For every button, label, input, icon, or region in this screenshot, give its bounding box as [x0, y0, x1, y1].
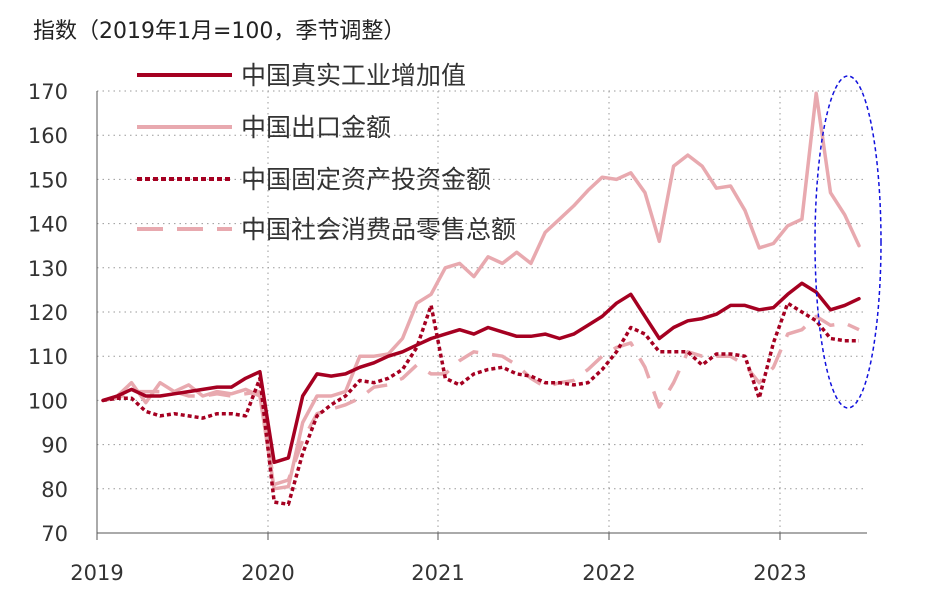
- legend-label: 中国真实工业增加值: [241, 61, 466, 90]
- y-tick-label: 90: [41, 434, 68, 458]
- y-tick-label: 70: [41, 522, 68, 546]
- series-line-2: [101, 91, 861, 491]
- x-tick-label: 2019: [70, 561, 123, 585]
- x-tick-label: 2022: [582, 561, 635, 585]
- legend-label: 中国社会消费品零售总额: [241, 215, 516, 244]
- x-tick-label: 2023: [753, 561, 806, 585]
- y-tick-label: 120: [28, 301, 68, 325]
- series-lines: [101, 91, 861, 507]
- series-line-4: [102, 314, 860, 487]
- gridlines: [97, 90, 867, 533]
- y-tick-label: 170: [28, 80, 68, 104]
- series-line-1: [101, 281, 861, 465]
- y-tick-label: 150: [28, 168, 68, 192]
- series-line-3: [102, 301, 859, 507]
- legend-label: 中国出口金额: [241, 113, 391, 142]
- y-tick-label: 110: [28, 345, 68, 369]
- y-tick-label: 80: [41, 478, 68, 502]
- x-tick-label: 2020: [241, 561, 294, 585]
- y-axis-label: 指数（2019年1月=100，季节调整）: [33, 19, 405, 44]
- y-tick-label: 140: [28, 213, 68, 237]
- legend-label: 中国固定资产投资金额: [241, 165, 491, 194]
- x-tick-label: 2021: [411, 561, 464, 585]
- y-tick-label: 100: [28, 389, 68, 413]
- y-tick-label: 160: [28, 124, 68, 148]
- axes: 70 80 90 100 110 120 130 140 150 160 170 2019 2020 20…: [28, 80, 867, 585]
- highlight-ellipse: [814, 75, 882, 409]
- y-tick-label: 130: [28, 257, 68, 281]
